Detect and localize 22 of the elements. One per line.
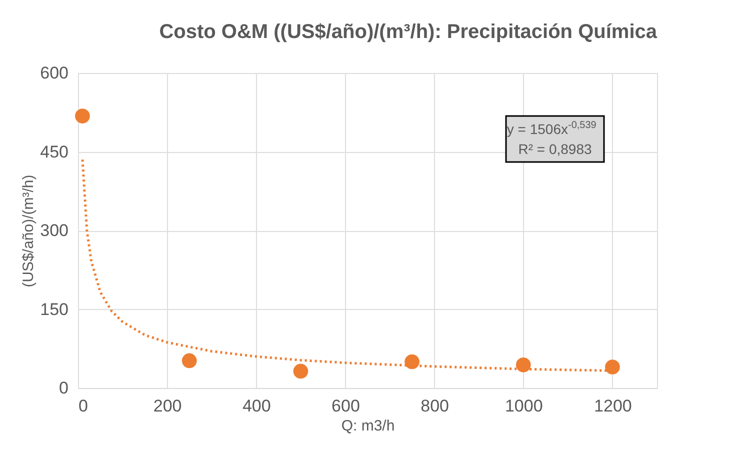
x-tick-label: 800	[420, 396, 449, 416]
x-tick-label: 600	[332, 396, 360, 416]
x-tick-label: 400	[242, 396, 271, 416]
chart-title: Costo O&M ((US$/año)/(m³/h): Precipitación Química	[159, 21, 658, 43]
y-tick-label: 150	[40, 300, 68, 319]
x-tick-label: 0	[78, 396, 88, 416]
y-tick-label: 600	[40, 64, 68, 82]
y-tick-label: 450	[40, 142, 68, 162]
point	[293, 364, 308, 379]
point	[516, 358, 531, 372]
x-tick-label: 1200	[594, 396, 632, 416]
point	[75, 108, 90, 124]
y-axis-title: (US$/año)/(m³/h)	[20, 174, 38, 288]
point	[404, 354, 420, 370]
x-tick-label: 1000	[504, 396, 543, 416]
y-tick-label: 300	[40, 221, 68, 240]
x-axis-title: Q: m3/h	[341, 418, 395, 434]
point	[182, 353, 197, 368]
x-tick-label: 200	[153, 396, 182, 416]
annotation: R² = 0,8983	[518, 141, 592, 157]
point	[605, 360, 620, 374]
y-tick-label: 0	[59, 378, 68, 398]
